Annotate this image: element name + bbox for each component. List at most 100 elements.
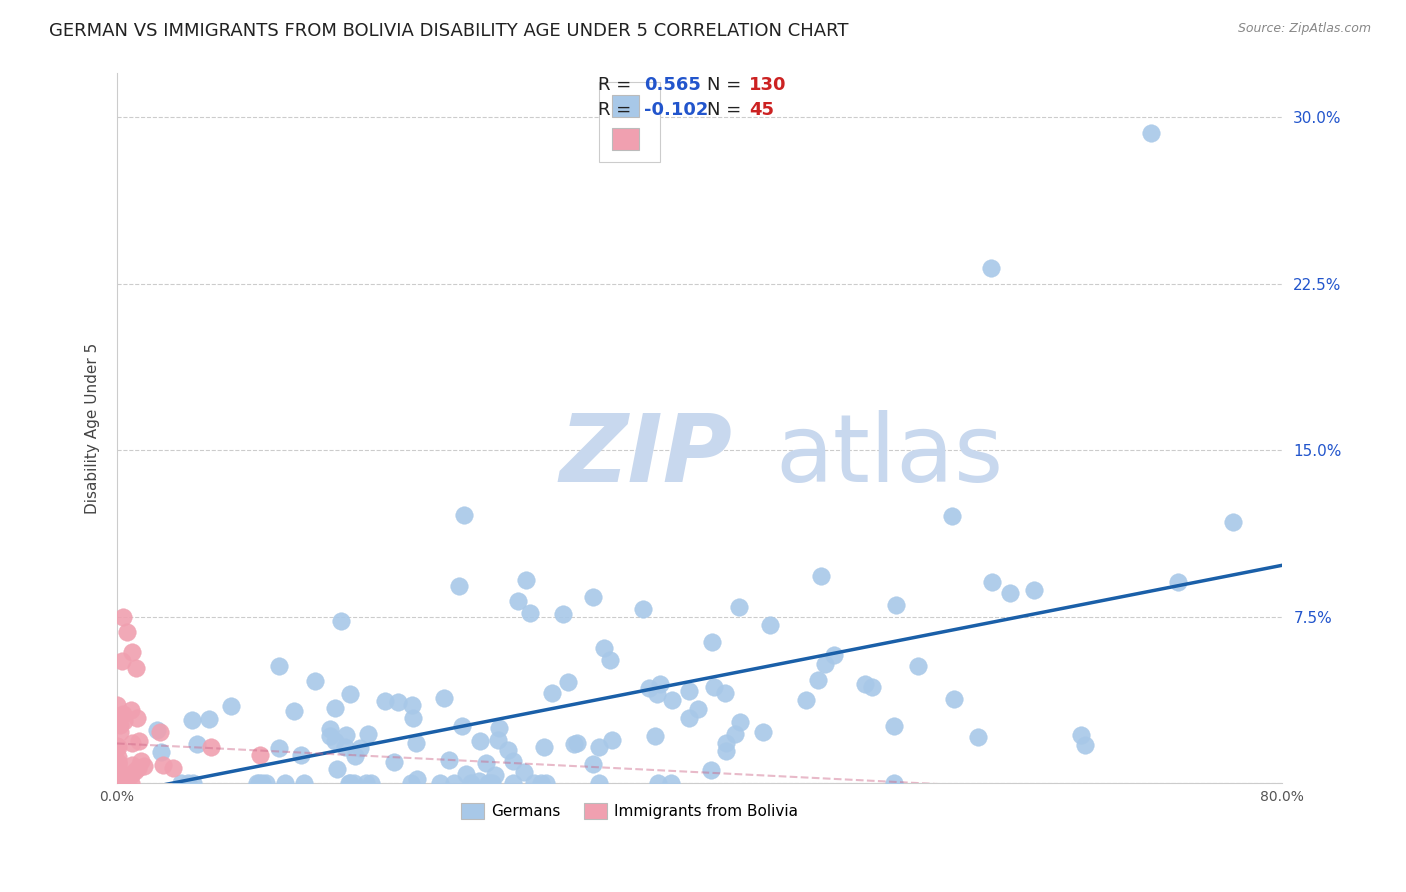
Point bbox=[405, 736, 427, 750]
Point bbox=[162, 760, 184, 774]
Point bbox=[114, 776, 136, 790]
Point bbox=[121, 736, 143, 750]
Point bbox=[110, 776, 132, 790]
Text: atlas: atlas bbox=[775, 410, 1004, 502]
Point bbox=[714, 736, 737, 750]
Point bbox=[645, 687, 668, 701]
Point bbox=[120, 776, 142, 790]
Point bbox=[107, 755, 129, 769]
Point bbox=[125, 660, 148, 674]
Point bbox=[115, 768, 138, 782]
Point bbox=[557, 675, 579, 690]
Point bbox=[700, 634, 723, 648]
Point bbox=[807, 673, 830, 688]
Point bbox=[486, 732, 509, 747]
Point bbox=[107, 757, 129, 772]
Point bbox=[600, 733, 623, 747]
Point bbox=[170, 776, 193, 790]
Point bbox=[433, 691, 456, 706]
Text: Source: ZipAtlas.com: Source: ZipAtlas.com bbox=[1237, 22, 1371, 36]
Point bbox=[429, 776, 451, 790]
Point bbox=[402, 711, 425, 725]
Point bbox=[534, 776, 557, 790]
Point bbox=[752, 724, 775, 739]
Point bbox=[980, 261, 1002, 276]
Point bbox=[484, 768, 506, 782]
Point bbox=[481, 776, 503, 790]
Point bbox=[794, 693, 817, 707]
Point bbox=[152, 758, 174, 772]
Point bbox=[111, 707, 134, 722]
Text: -0.102: -0.102 bbox=[644, 101, 709, 119]
Point bbox=[149, 725, 172, 739]
Point bbox=[941, 509, 963, 524]
Point bbox=[323, 701, 346, 715]
Point bbox=[907, 659, 929, 673]
Point bbox=[633, 602, 655, 616]
Point bbox=[114, 714, 136, 728]
Text: N =: N = bbox=[707, 101, 747, 119]
Point bbox=[246, 776, 269, 790]
Point bbox=[249, 748, 271, 763]
Point bbox=[449, 578, 471, 592]
Point bbox=[1070, 728, 1092, 742]
Point bbox=[582, 590, 605, 604]
Point bbox=[1024, 583, 1046, 598]
Point bbox=[319, 729, 342, 743]
Point bbox=[374, 693, 396, 707]
Text: ZIP: ZIP bbox=[560, 410, 733, 502]
Legend: Germans, Immigrants from Bolivia: Germans, Immigrants from Bolivia bbox=[456, 797, 804, 825]
Point bbox=[686, 701, 709, 715]
Point bbox=[456, 767, 478, 781]
Point bbox=[221, 699, 243, 714]
Point bbox=[343, 776, 366, 790]
Point bbox=[105, 776, 128, 790]
Point bbox=[107, 740, 129, 755]
Point bbox=[451, 719, 474, 733]
Point bbox=[468, 734, 491, 748]
Point bbox=[714, 686, 737, 700]
Point bbox=[475, 756, 498, 770]
Point bbox=[121, 768, 143, 782]
Point bbox=[181, 776, 204, 790]
Point bbox=[105, 776, 128, 790]
Point bbox=[107, 749, 129, 764]
Point bbox=[149, 746, 172, 760]
Point bbox=[105, 776, 128, 790]
Point bbox=[648, 677, 671, 691]
Point bbox=[382, 756, 405, 770]
Point bbox=[124, 764, 146, 779]
Point bbox=[110, 776, 132, 790]
Point bbox=[1074, 739, 1097, 753]
Point bbox=[533, 739, 555, 754]
Point bbox=[966, 730, 988, 744]
Point bbox=[110, 776, 132, 790]
Point bbox=[339, 776, 361, 790]
Point bbox=[508, 593, 530, 607]
Point bbox=[530, 776, 553, 790]
Point bbox=[814, 657, 837, 671]
Point bbox=[128, 734, 150, 748]
Point bbox=[110, 718, 132, 732]
Point bbox=[304, 674, 326, 689]
Point bbox=[405, 772, 427, 786]
Point bbox=[247, 776, 270, 790]
Point bbox=[108, 776, 131, 790]
Point bbox=[460, 776, 482, 790]
Point bbox=[468, 774, 491, 789]
Point bbox=[564, 737, 586, 751]
Point bbox=[638, 681, 661, 696]
Text: R =: R = bbox=[598, 76, 637, 94]
Point bbox=[111, 609, 134, 624]
Point bbox=[329, 614, 352, 628]
Point bbox=[515, 573, 537, 587]
Point bbox=[274, 776, 297, 790]
Text: R =: R = bbox=[598, 101, 637, 119]
Point bbox=[855, 677, 877, 691]
Point bbox=[294, 776, 316, 790]
Point bbox=[283, 704, 305, 718]
Text: GERMAN VS IMMIGRANTS FROM BOLIVIA DISABILITY AGE UNDER 5 CORRELATION CHART: GERMAN VS IMMIGRANTS FROM BOLIVIA DISABI… bbox=[49, 22, 849, 40]
Point bbox=[108, 724, 131, 739]
Point bbox=[325, 762, 347, 776]
Point bbox=[884, 598, 907, 612]
